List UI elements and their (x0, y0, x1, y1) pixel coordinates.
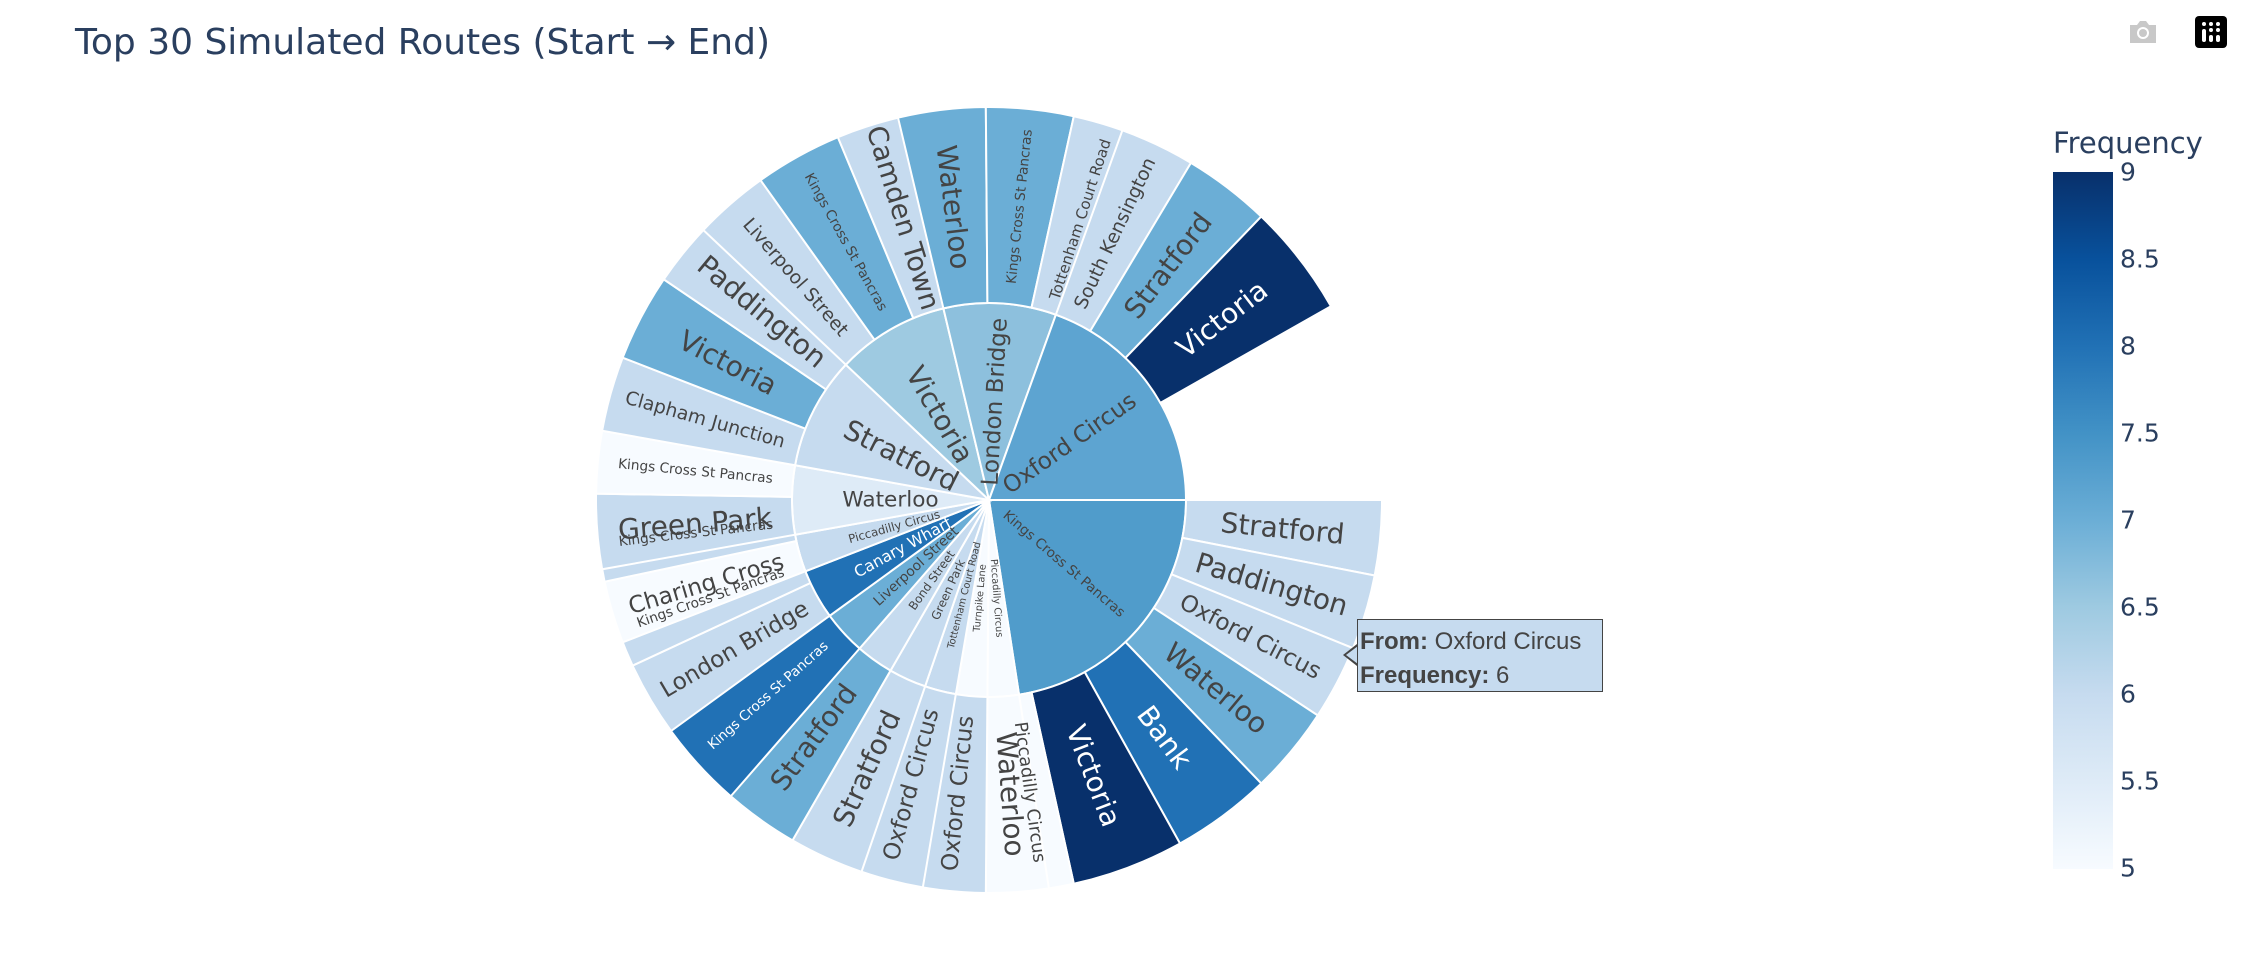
colorbar-tick: 5.5 (2120, 766, 2160, 796)
colorbar-tick: 6.5 (2120, 592, 2160, 622)
colorbar-title: Frequency (2053, 126, 2203, 160)
colorbar-tick: 8 (2120, 331, 2136, 361)
colorbar-tick: 9 (2120, 157, 2136, 187)
colorbar-tick: 6 (2120, 679, 2136, 709)
camera-icon[interactable] (2125, 14, 2161, 50)
colorbar-tick: 5 (2120, 853, 2136, 883)
tooltip-frequency-key: Frequency: (1360, 662, 1490, 689)
hover-tooltip: From: Oxford Circus Frequency: 6 (1357, 619, 1603, 692)
colorbar-tick: 7.5 (2120, 418, 2160, 448)
plotly-logo-icon[interactable] (2193, 14, 2229, 50)
outer-ring[interactable] (595, 106, 1384, 894)
tooltip-frequency-line: Frequency: 6 (1358, 659, 1602, 693)
tooltip-from-value: Oxford Circus (1434, 628, 1582, 655)
colorbar (2053, 172, 2113, 869)
outer-segment[interactable] (1124, 215, 1333, 405)
tooltip-frequency-value: 6 (1496, 662, 1510, 689)
tooltip-from-line: From: Oxford Circus (1358, 625, 1602, 659)
modebar (2125, 14, 2227, 50)
colorbar-tick: 8.5 (2120, 244, 2160, 274)
inner-segment-label: Waterloo (842, 488, 938, 513)
chart-title: Top 30 Simulated Routes (Start → End) (75, 22, 771, 63)
tooltip-from-key: From: (1360, 628, 1428, 655)
tooltip-arrow-fill (1346, 646, 1358, 664)
colorbar-tick: 7 (2120, 505, 2136, 535)
inner-ring[interactable] (791, 302, 1188, 699)
